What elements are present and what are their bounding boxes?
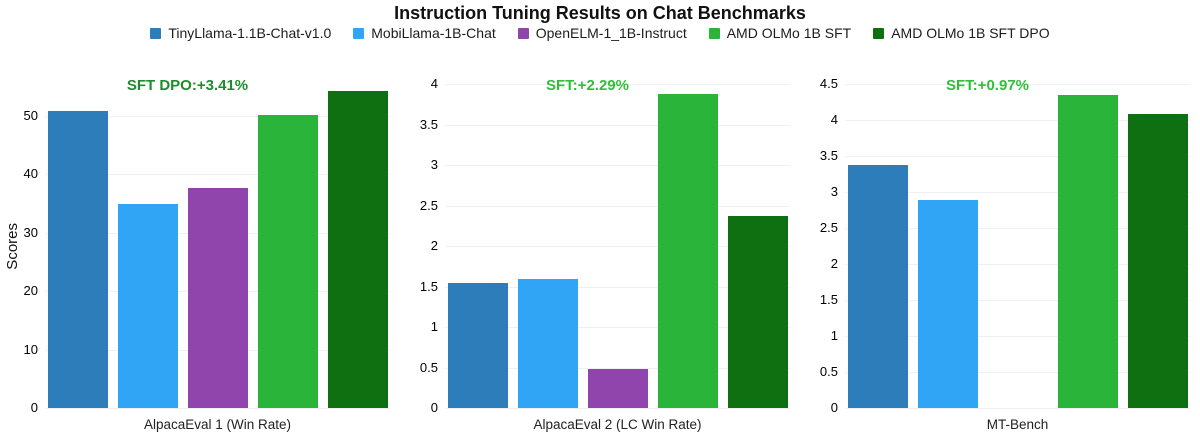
y-tick-label: 10: [23, 341, 38, 357]
gridline: [45, 408, 390, 409]
annotation: SFT DPO:+3.41%: [126, 77, 249, 94]
gridline: [445, 367, 790, 369]
y-tick-label: 0: [430, 400, 438, 415]
y-tick-label: 40: [23, 166, 38, 182]
gridline: [45, 116, 390, 118]
y-tick-label: 0.5: [419, 359, 438, 375]
plot-area: 0 0.5 1 1.5 2 2.5 3 3.5 4 SFT:+2.29% AlpacaEval 2 …: [420, 76, 790, 432]
legend-swatch-icon: [150, 27, 162, 39]
annotation: SFT:+0.97%: [946, 77, 1029, 94]
bars-group: [445, 84, 790, 408]
y-tick-label: 0: [830, 400, 838, 415]
bar: [517, 279, 578, 408]
legend-label: AMD OLMo 1B SFT DPO: [891, 25, 1050, 41]
y-tick-label: 1.5: [819, 292, 838, 307]
y-tick-label: 1: [430, 319, 438, 334]
y-tick-label: 1: [830, 328, 838, 343]
legend-swatch-icon: [708, 27, 720, 39]
chart-title: Instruction Tuning Results on Chat Bench…: [394, 3, 806, 23]
bar: [257, 115, 318, 408]
legend-swatch-icon: [353, 27, 365, 39]
x-axis-label: AlpacaEval 1 (Win Rate): [143, 417, 292, 432]
bar: [327, 91, 388, 408]
bar: [447, 283, 508, 408]
gridline: [845, 264, 1190, 265]
y-tick-label: 4: [430, 76, 438, 91]
y-tick-label: 50: [23, 108, 38, 124]
gridline: [845, 192, 1190, 193]
bar: [1057, 94, 1118, 408]
bars-group: [845, 84, 1190, 408]
chart-panel: Scores 0 10 20 30 40 50 SFT DPO:+3.41% AlpacaEva…: [0, 0, 400, 446]
x-axis-label: MT-Bench: [986, 417, 1049, 432]
y-tick-label: 4.5: [819, 76, 838, 91]
legend-swatch-icon: [873, 27, 885, 39]
bar: [117, 204, 178, 408]
y-tick-label: 2.5: [419, 197, 438, 213]
y-tick-label: 2: [430, 238, 438, 253]
y-tick-label: 20: [23, 283, 38, 299]
gridline: [845, 228, 1190, 229]
bar: [587, 369, 648, 408]
chart-panel: 0 0.5 1 1.5 2 2.5 3 3.5 4 4.5 SFT:+0.97% MT-Bench: [800, 0, 1200, 446]
plot-area: 0 0.5 1 1.5 2 2.5 3 3.5 4 4.5 SFT:+0.97% MT-Bench: [820, 76, 1190, 432]
bar: [47, 111, 108, 408]
bar: [847, 164, 908, 408]
legend-item: AMD OLMo 1B SFT DPO: [873, 25, 1050, 41]
y-tick-label: 4: [830, 112, 838, 127]
legend-label: TinyLlama-1.1B-Chat-v1.0: [168, 25, 332, 41]
gridline: [445, 84, 790, 85]
gridline: [445, 205, 790, 207]
gridline: [845, 408, 1190, 409]
gridline: [845, 300, 1190, 301]
chart-panel: 0 0.5 1 1.5 2 2.5 3 3.5 4 SFT:+2.29% AlpacaEval 2 …: [400, 0, 800, 446]
bar: [187, 187, 248, 408]
y-axis-label: Scores: [4, 84, 21, 408]
gridline: [845, 156, 1190, 157]
bar: [657, 93, 718, 408]
y-tick-label: 3.5: [419, 116, 438, 132]
legend-label: AMD OLMo 1B SFT: [726, 25, 852, 41]
y-tick-label: 1.5: [419, 278, 438, 294]
gridline: [445, 124, 790, 126]
gridline: [445, 246, 790, 247]
x-axis-label: AlpacaEval 2 (LC Win Rate): [533, 417, 702, 432]
legend-label: MobiLlama-1B-Chat: [371, 25, 496, 41]
y-tick-label: 2.5: [819, 220, 838, 235]
gridline: [445, 165, 790, 166]
bar: [1127, 113, 1188, 408]
gridline: [845, 336, 1190, 337]
y-tick-label: 3: [430, 157, 438, 172]
legend-item: OpenELM-1_1B-Instruct: [517, 25, 687, 41]
y-tick-label: 30: [23, 224, 38, 240]
gridline: [845, 372, 1190, 373]
legend-item: AMD OLMo 1B SFT: [708, 25, 852, 41]
plot-area: Scores 0 10 20 30 40 50 SFT DPO:+3.41% AlpacaEva…: [4, 77, 390, 432]
bar: [727, 216, 788, 408]
y-tick-label: 0: [30, 400, 38, 415]
gridline: [45, 174, 390, 176]
y-tick-label: 3.5: [819, 148, 838, 163]
gridline: [845, 120, 1190, 121]
annotation: SFT:+2.29%: [546, 77, 629, 94]
y-tick-label: 3: [830, 184, 838, 199]
y-tick-label: 0.5: [819, 364, 838, 379]
gridline: [445, 408, 790, 409]
legend-item: MobiLlama-1B-Chat: [353, 25, 496, 41]
legend-swatch-icon: [517, 27, 529, 39]
y-tick-label: 2: [830, 256, 838, 271]
gridline: [445, 286, 790, 288]
legend: TinyLlama-1.1B-Chat-v1.0 MobiLlama-1B-Cha…: [0, 25, 1200, 41]
legend-item: TinyLlama-1.1B-Chat-v1.0: [150, 25, 331, 41]
bars-group: [45, 84, 390, 408]
gridline: [845, 84, 1190, 85]
legend-label: OpenELM-1_1B-Instruct: [535, 25, 687, 41]
bar: [917, 199, 978, 408]
gridline: [445, 327, 790, 328]
